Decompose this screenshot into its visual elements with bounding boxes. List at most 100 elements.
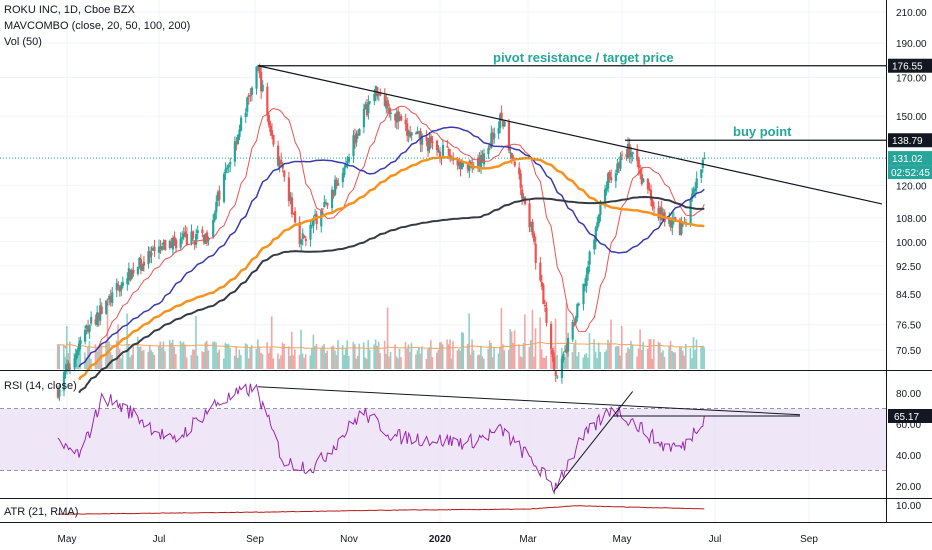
candle [56,385,60,400]
candle-body [565,349,568,353]
candle-body [168,240,171,249]
candle-body [171,237,175,250]
volume-bar [437,349,440,369]
candle [425,130,428,147]
volume-bar [625,352,628,369]
candle [335,177,338,190]
candle-body [415,132,418,135]
candle-body [362,108,366,128]
volume-bar [258,347,261,369]
candle [150,246,153,264]
candle [326,202,329,210]
atr-title[interactable]: ATR (21, RMA) [4,506,79,518]
candle [64,364,67,379]
candle [410,131,413,141]
candle [493,127,496,144]
candle-body [585,274,588,287]
volume-bar [531,309,534,369]
volume-bar [700,347,702,369]
symbol-legend[interactable]: ROKU INC, 1D, Cboe BZX [4,4,135,16]
volume-bar [499,346,501,369]
volume-bar [395,356,398,369]
volume-bar [352,341,355,369]
candle-body [68,367,72,369]
volume-bar [94,344,97,369]
candle [531,218,534,238]
candle [324,199,327,205]
candle [355,130,358,147]
candle-body [481,154,484,163]
candle [120,281,123,297]
candle [404,113,407,132]
volume-bar [528,346,531,369]
candle-body [56,387,60,398]
volume-bar [348,356,350,369]
volume-bar [136,336,139,369]
volume-bar [636,356,638,369]
candle-body [640,174,643,185]
candle [642,177,645,183]
candle [170,237,173,248]
candle-body [519,173,522,189]
candle [648,182,651,192]
indicator-legend[interactable]: MAVCOMBO (close, 20, 50, 100, 200) [4,20,191,32]
candle [153,239,156,258]
candle [649,184,653,207]
volume-legend[interactable]: Vol (50) [4,36,42,48]
candle-body [205,232,209,243]
candle-body [499,114,502,129]
candle [62,369,66,397]
volume-bar [224,342,227,369]
volume-bar [358,343,361,369]
candle-body [368,101,371,103]
rsi-title[interactable]: RSI (14, close) [4,380,77,392]
volume-bar [421,346,423,369]
volume-bar [346,340,349,369]
candle-body [196,230,199,234]
candle [562,351,565,363]
volume-bar [397,358,399,369]
candle-body [406,123,409,136]
candle-body [270,130,274,136]
volume-ma-line [57,342,705,350]
candle-body [374,85,377,97]
candle [79,336,82,350]
volume-bar [543,357,546,369]
candle-body [459,160,462,170]
volume-bar [540,349,543,369]
volume-bar [415,354,417,369]
candle-body [201,229,204,233]
candle [247,93,250,105]
volume-bar [637,348,640,369]
volume-bar [617,346,620,369]
candle-body [398,116,401,121]
candle-body [239,117,243,131]
candle [315,210,318,231]
candle [108,294,111,306]
candle-body [703,158,706,160]
volume-bar [627,347,629,369]
candle-body [179,238,182,248]
candle [519,169,522,196]
candle-body [397,111,400,122]
candle [281,162,284,173]
volume-bar [161,347,163,369]
candle-body [121,282,124,287]
candle-body [218,190,221,200]
volume-bar [368,349,371,369]
candle [576,302,579,322]
candle-body [174,239,178,249]
volume-bar [78,341,80,369]
volume-bar [337,340,339,369]
countdown-badge: 02:52:45 [891,168,930,179]
volume-bar [138,346,140,369]
candle-body [365,104,369,116]
candle-body [556,376,559,378]
candle [700,169,703,183]
volume-bar [238,349,241,369]
volume-bar [388,356,390,369]
candle [529,221,533,233]
candle-body [184,231,187,237]
candle [582,283,585,311]
volume-bar [132,345,134,369]
